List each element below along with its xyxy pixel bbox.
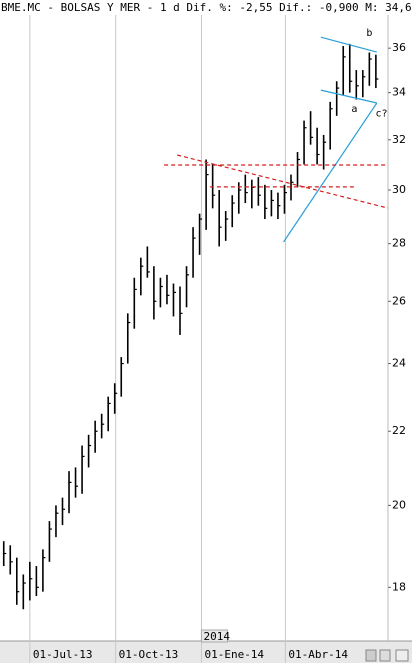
y-tick-label: 32 (392, 133, 406, 146)
annotation: b (366, 28, 372, 39)
y-tick-label: 20 (392, 498, 406, 511)
icon[interactable] (365, 649, 377, 662)
trendline (177, 154, 389, 209)
y-tick-label: 34 (392, 86, 406, 99)
year-label-box (200, 629, 228, 643)
y-tick-label: 30 (392, 183, 406, 196)
trendline (320, 36, 377, 53)
icon[interactable] (379, 649, 391, 662)
chart-title: BME.MC - BOLSAS Y MER - 1 d Dif. %: -2,5… (1, 1, 412, 14)
x-axis-band (0, 641, 412, 663)
y-tick-label: 22 (392, 424, 406, 437)
y-tick-label: 26 (392, 294, 406, 307)
y-tick-label: 18 (392, 580, 406, 593)
y-tick-label: 36 (392, 41, 406, 54)
y-tick-label: 24 (392, 357, 406, 370)
trendline (320, 89, 377, 104)
icon[interactable] (395, 649, 409, 662)
grid: 18 20 22 24 26 28 30 32 34 36 01-Jul-13 01-Oct-13 01… (29, 0, 406, 663)
marks: b a c? (2, 28, 389, 610)
title-background (0, 0, 412, 15)
x-tick-label: 01-Oct-13 (119, 648, 179, 661)
x-tick-label: 01-Jul-13 (33, 648, 93, 661)
trendline (283, 102, 378, 243)
toolbar-icons (365, 649, 409, 662)
annotation: a (351, 104, 357, 115)
y-tick-label: 28 (392, 237, 406, 250)
x-tick-label: 01-Abr-14 (288, 648, 348, 661)
annotation: c? (375, 109, 387, 120)
x-tick-label: 01-Ene-14 (204, 648, 264, 661)
year-label: 2014 (203, 630, 230, 643)
